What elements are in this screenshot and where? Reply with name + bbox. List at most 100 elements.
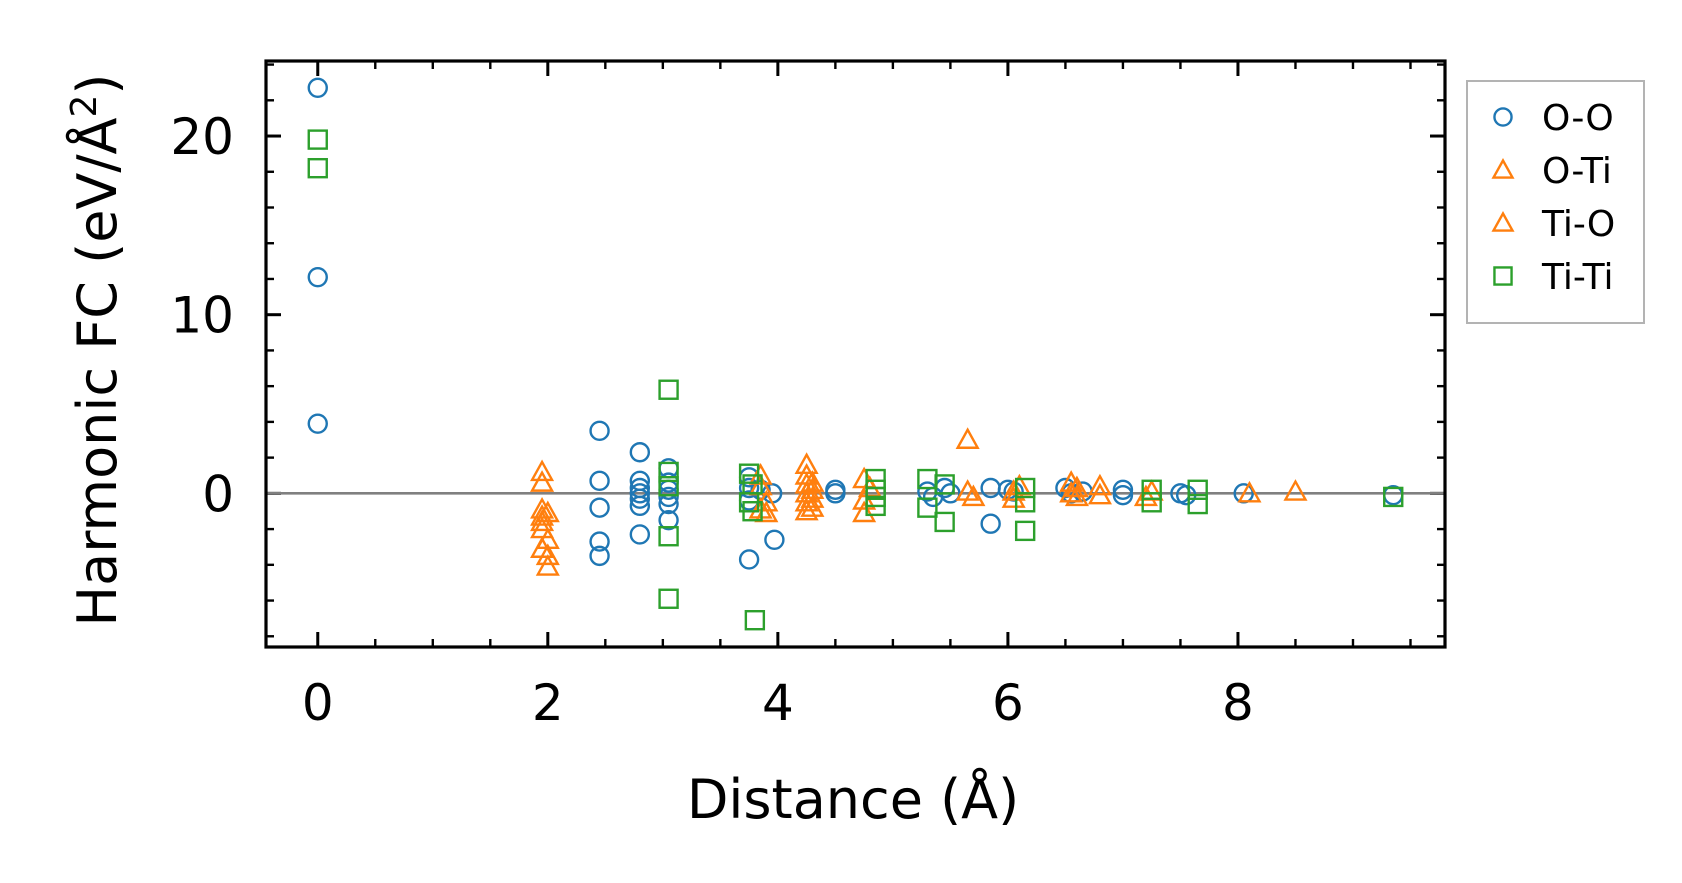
data-point <box>589 531 610 552</box>
data-point <box>1141 479 1162 500</box>
data-points <box>307 77 1404 631</box>
data-point <box>307 157 328 179</box>
legend-items: O-O O-Ti Ti-O Ti-Ti <box>1491 98 1615 298</box>
data-point <box>535 554 560 576</box>
data-point <box>1237 480 1262 503</box>
data-point <box>629 442 651 463</box>
x-tick-label: 2 <box>532 674 564 732</box>
y-axis-label-close: ) <box>66 74 129 95</box>
data-point <box>1087 473 1112 496</box>
data-point <box>307 266 328 288</box>
data-point <box>658 476 679 497</box>
data-point <box>307 413 328 434</box>
data-point <box>852 500 877 523</box>
data-point <box>1133 484 1158 507</box>
data-point <box>934 511 955 533</box>
data-point <box>955 427 980 449</box>
data-point <box>961 484 986 507</box>
x-tick-label: 8 <box>1222 674 1254 732</box>
data-point <box>917 497 938 518</box>
y-tick-labels: 0 10 20 <box>170 108 234 523</box>
x-major-ticks <box>316 61 1240 647</box>
data-point <box>658 509 679 531</box>
data-point <box>800 477 825 499</box>
data-point <box>307 77 328 98</box>
data-point <box>738 463 760 484</box>
data-point <box>1014 477 1036 499</box>
data-point <box>794 498 819 521</box>
x-tick-label: 6 <box>992 674 1024 732</box>
data-point <box>658 588 679 609</box>
data-point <box>1187 493 1208 515</box>
data-point <box>800 495 825 517</box>
data-point <box>629 495 651 517</box>
y-minor-ticks <box>266 63 1445 638</box>
series-ti-o <box>530 473 1164 550</box>
y-axis-label: Harmonic FC (eV/Å2) <box>64 74 129 627</box>
data-point <box>1014 520 1036 542</box>
data-point <box>934 474 955 495</box>
y-major-ticks <box>266 134 1445 495</box>
data-point <box>530 504 555 526</box>
legend: O-O O-Ti Ti-O Ti-Ti <box>1466 80 1645 324</box>
series-o-o <box>307 77 1404 570</box>
data-point <box>307 129 328 150</box>
data-point <box>629 524 651 545</box>
legend-label: O-O <box>1542 98 1614 139</box>
data-point <box>535 543 560 566</box>
data-point <box>1112 484 1134 506</box>
legend-label: Ti-O <box>1541 204 1615 245</box>
data-point <box>589 470 610 492</box>
data-point <box>1064 484 1089 507</box>
y-axis-label-main: Harmonic FC (eV/Å <box>65 117 129 626</box>
data-point <box>1001 479 1026 501</box>
data-point <box>1059 480 1084 503</box>
data-point <box>825 483 846 504</box>
x-tick-label: 0 <box>302 674 334 732</box>
y-tick-label: 20 <box>170 108 234 166</box>
data-point <box>1112 479 1134 500</box>
data-point <box>744 610 766 631</box>
data-point <box>742 501 763 522</box>
data-point <box>1141 492 1162 513</box>
data-point <box>738 549 760 570</box>
series-ti-ti <box>307 129 1404 631</box>
data-point <box>589 420 610 442</box>
data-point <box>1187 479 1208 500</box>
y-tick-label: 0 <box>202 465 234 523</box>
axes-frame <box>264 59 1447 649</box>
data-point <box>589 497 610 518</box>
data-point <box>764 529 785 551</box>
data-point <box>742 474 763 495</box>
x-tick-labels: 0 2 4 6 8 <box>302 674 1254 732</box>
data-point <box>1087 482 1112 505</box>
data-point <box>658 379 679 400</box>
x-axis-label: Distance (Å) <box>687 767 1019 831</box>
y-axis-label-superscript: 2 <box>64 95 105 118</box>
data-point <box>530 459 555 482</box>
y-tick-label: 10 <box>170 287 234 345</box>
data-point <box>738 477 760 499</box>
legend-marker <box>1491 211 1515 232</box>
legend-label: O-Ti <box>1542 151 1612 192</box>
data-point <box>629 483 651 504</box>
data-point <box>658 526 679 547</box>
data-point <box>658 486 679 508</box>
legend-marker <box>1493 266 1513 286</box>
data-point <box>1283 479 1308 501</box>
data-point <box>1064 475 1089 498</box>
data-point <box>1383 486 1404 508</box>
data-point <box>658 461 679 483</box>
x-tick-label: 4 <box>762 674 794 732</box>
data-point <box>530 509 555 532</box>
data-point <box>980 513 1001 534</box>
legend-label: Ti-Ti <box>1541 257 1613 298</box>
x-minor-ticks <box>316 61 1412 647</box>
data-point <box>865 495 886 517</box>
legend-marker <box>1493 107 1513 127</box>
data-point <box>629 488 651 509</box>
data-point <box>530 470 555 492</box>
data-point <box>589 545 610 567</box>
data-point <box>1014 492 1036 513</box>
